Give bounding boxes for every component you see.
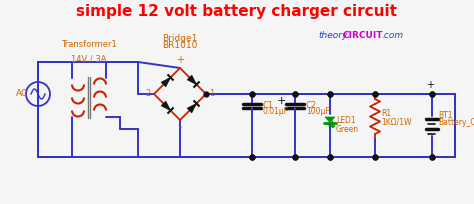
Text: BR1010: BR1010: [162, 41, 198, 50]
Polygon shape: [161, 78, 171, 87]
Text: R1: R1: [381, 110, 391, 119]
Text: theory: theory: [318, 31, 347, 40]
Polygon shape: [325, 117, 335, 123]
Text: 1KΩ/1W: 1KΩ/1W: [381, 118, 411, 126]
Text: AC: AC: [16, 90, 28, 99]
Polygon shape: [187, 103, 197, 113]
Text: Bridge1: Bridge1: [162, 34, 198, 43]
Text: +: +: [426, 80, 434, 90]
Text: .com: .com: [381, 31, 403, 40]
Text: +: +: [276, 96, 286, 106]
Text: 14V / 3A: 14V / 3A: [71, 54, 107, 63]
Text: -: -: [178, 122, 182, 132]
Text: C2: C2: [306, 102, 317, 111]
Text: CIRCUIT: CIRCUIT: [343, 31, 383, 40]
Text: 0.01µF: 0.01µF: [263, 108, 289, 116]
Text: BT1: BT1: [438, 111, 453, 120]
Polygon shape: [161, 101, 171, 111]
Text: LED1: LED1: [336, 116, 356, 125]
Text: Green: Green: [336, 125, 359, 134]
Text: C1: C1: [263, 102, 274, 111]
Text: 1: 1: [209, 90, 214, 99]
Polygon shape: [187, 75, 197, 84]
Text: Battery_Cell: Battery_Cell: [438, 118, 474, 127]
Text: 2: 2: [146, 90, 151, 99]
Text: 100µF: 100µF: [306, 108, 330, 116]
Text: simple 12 volt battery charger circuit: simple 12 volt battery charger circuit: [76, 4, 398, 19]
Text: +: +: [176, 55, 184, 65]
Text: Transformer1: Transformer1: [61, 40, 117, 49]
